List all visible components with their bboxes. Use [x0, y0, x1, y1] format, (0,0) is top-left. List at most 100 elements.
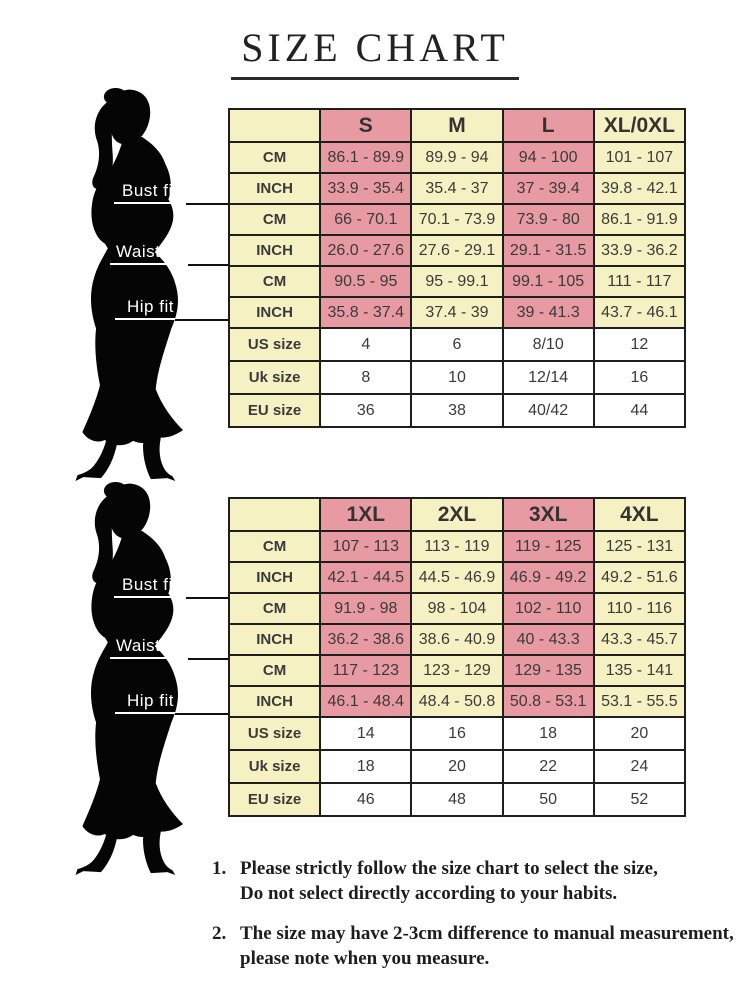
value-cell: 46.1 - 48.4 — [319, 685, 413, 718]
size-column-header: 4XL — [592, 497, 687, 532]
value-cell: 4 — [319, 327, 413, 362]
value-cell: 12 — [592, 327, 687, 362]
value-cell: 37.4 - 39 — [410, 296, 504, 329]
value-cell: 24 — [592, 749, 687, 784]
note-line: please note when you measure. — [240, 948, 490, 969]
waist-fit-underline — [110, 263, 190, 265]
table-row: INCH 36.2 - 38.6 38.6 - 40.9 40 - 43.3 43.3 … — [227, 623, 687, 656]
value-cell: 40 - 43.3 — [501, 623, 595, 656]
value-cell: 20 — [592, 716, 687, 751]
bust-fit-label: Bust fit — [122, 575, 178, 594]
value-cell: 38.6 - 40.9 — [410, 623, 504, 656]
value-cell: 36.2 - 38.6 — [319, 623, 413, 656]
table-row: CM 91.9 - 98 98 - 104 102 - 110 110 - 116 — [227, 592, 687, 625]
value-cell: 8/10 — [501, 327, 595, 362]
value-cell: 110 - 116 — [592, 592, 687, 625]
row-label: Uk size — [227, 749, 322, 784]
waist-connector-line — [188, 658, 230, 660]
row-label: INCH — [227, 234, 322, 267]
body-dress-shape — [82, 530, 184, 840]
waist-connector-line — [188, 264, 230, 266]
size-column-header: XL/0XL — [592, 108, 687, 143]
note-line: Please strictly follow the size chart to… — [240, 858, 658, 879]
table-row: EU size 46 48 50 52 — [227, 782, 687, 817]
table-row: CM 117 - 123 123 - 129 129 - 135 135 - 141 — [227, 654, 687, 687]
value-cell: 44.5 - 46.9 — [410, 561, 504, 594]
arm-shape — [91, 564, 132, 643]
head-shape — [110, 483, 151, 539]
table-row: CM 86.1 - 89.9 89.9 - 94 94 - 100 101 - 107 — [227, 141, 687, 174]
value-cell: 33.9 - 35.4 — [319, 172, 413, 205]
note-number: 1. — [212, 858, 227, 879]
value-cell: 27.6 - 29.1 — [410, 234, 504, 267]
value-cell: 35.4 - 37 — [410, 172, 504, 205]
hip-fit-label: Hip fit — [127, 691, 174, 710]
row-label: Uk size — [227, 360, 322, 395]
row-label: US size — [227, 716, 322, 751]
value-cell: 94 - 100 — [501, 141, 595, 174]
value-cell: 95 - 99.1 — [410, 265, 504, 298]
value-cell: 8 — [319, 360, 413, 395]
value-cell: 35.8 - 37.4 — [319, 296, 413, 329]
value-cell: 10 — [410, 360, 504, 395]
right-leg-heel-shape — [143, 432, 176, 482]
value-cell: 18 — [319, 749, 413, 784]
row-label: INCH — [227, 685, 322, 718]
row-label: US size — [227, 327, 322, 362]
value-cell: 98 - 104 — [410, 592, 504, 625]
row-label: CM — [227, 265, 322, 298]
body-dress-shape — [82, 136, 184, 446]
value-cell: 125 - 131 — [592, 530, 687, 563]
value-cell: 6 — [410, 327, 504, 362]
value-cell: 18 — [501, 716, 595, 751]
table-row: INCH 46.1 - 48.4 48.4 - 50.8 50.8 - 53.1 53.… — [227, 685, 687, 718]
row-label: INCH — [227, 296, 322, 329]
value-cell: 16 — [410, 716, 504, 751]
value-cell: 52 — [592, 782, 687, 817]
row-label: CM — [227, 203, 322, 236]
value-cell: 46.9 - 49.2 — [501, 561, 595, 594]
table-row: CM 66 - 70.1 70.1 - 73.9 73.9 - 80 86.1 - 91… — [227, 203, 687, 236]
value-cell: 48.4 - 50.8 — [410, 685, 504, 718]
value-cell: 42.1 - 44.5 — [319, 561, 413, 594]
table-row: CM 107 - 113 113 - 119 119 - 125 125 - 131 — [227, 530, 687, 563]
size-table-regular: S M L XL/0XL CM 86.1 - 89.9 89.9 - 94 94 - 100 1… — [227, 108, 687, 428]
size-column-header: M — [410, 108, 504, 143]
size-column-header: 3XL — [501, 497, 595, 532]
note-line: Do not select directly according to your… — [240, 883, 618, 904]
hip-fit-underline — [115, 712, 177, 714]
hair-curls-shape — [92, 99, 115, 189]
waist-fit-label: Waist fit — [116, 636, 181, 655]
row-label: CM — [227, 530, 322, 563]
woman-silhouette-figure — [75, 481, 184, 876]
value-cell: 90.5 - 95 — [319, 265, 413, 298]
note-item: 2. The size may have 2-3cm difference to… — [212, 921, 742, 971]
value-cell: 66 - 70.1 — [319, 203, 413, 236]
value-cell: 50 — [501, 782, 595, 817]
value-cell: 38 — [410, 393, 504, 428]
row-label: CM — [227, 592, 322, 625]
value-cell: 123 - 129 — [410, 654, 504, 687]
bust-fit-underline — [114, 596, 188, 598]
bust-connector-line — [186, 597, 230, 599]
value-cell: 44 — [592, 393, 687, 428]
table-row: INCH 33.9 - 35.4 35.4 - 37 37 - 39.4 39.8 - … — [227, 172, 687, 205]
value-cell: 91.9 - 98 — [319, 592, 413, 625]
head-shape — [110, 89, 151, 145]
note-item: 1. Please strictly follow the size chart… — [212, 856, 742, 906]
size-column-header: 1XL — [319, 497, 413, 532]
value-cell: 46 — [319, 782, 413, 817]
value-cell: 86.1 - 91.9 — [592, 203, 687, 236]
value-cell: 39.8 - 42.1 — [592, 172, 687, 205]
bust-connector-line — [186, 203, 230, 205]
arm-shape — [91, 170, 132, 249]
value-cell: 36 — [319, 393, 413, 428]
value-cell: 40/42 — [501, 393, 595, 428]
row-label: EU size — [227, 782, 322, 817]
value-cell: 26.0 - 27.6 — [319, 234, 413, 267]
value-cell: 43.3 - 45.7 — [592, 623, 687, 656]
size-column-header: S — [319, 108, 413, 143]
value-cell: 99.1 - 105 — [501, 265, 595, 298]
note-number: 2. — [212, 923, 227, 944]
